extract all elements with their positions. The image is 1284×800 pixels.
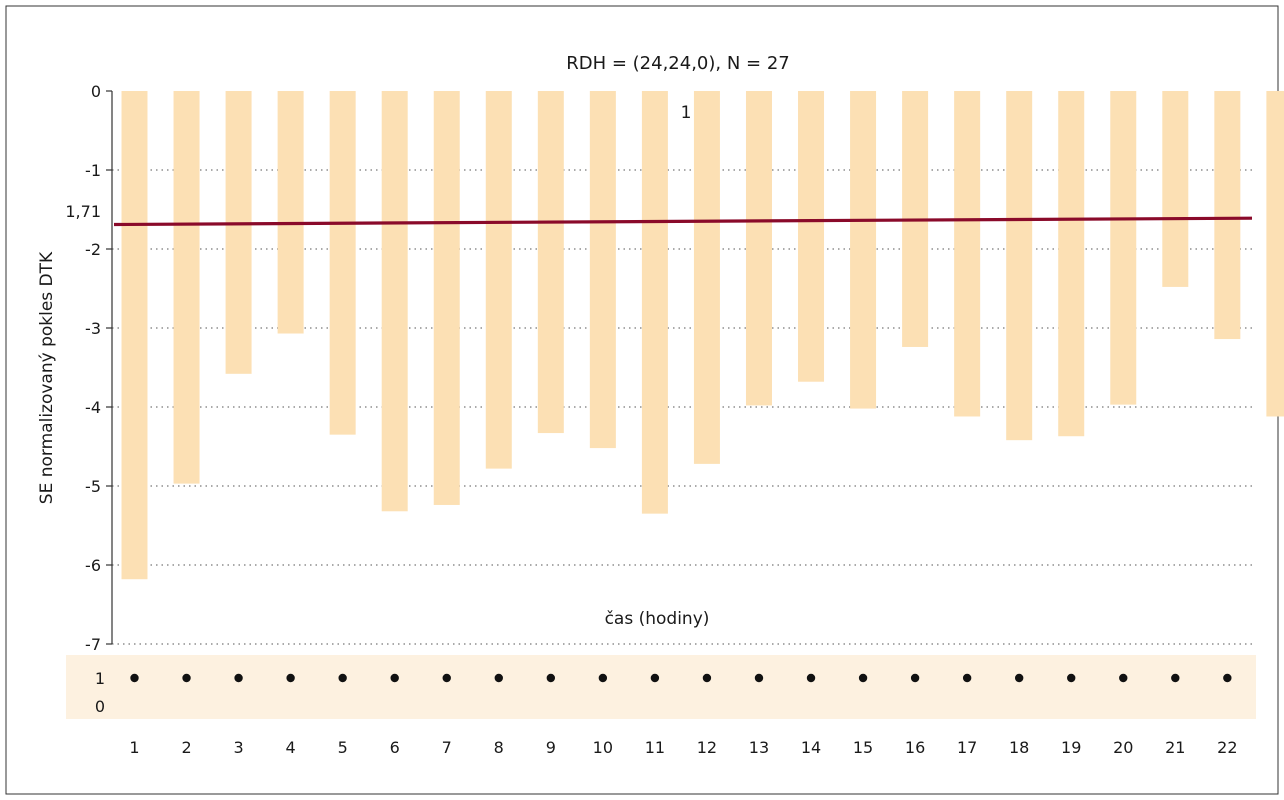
x-tick-labels: 1 2 3 4 5 6 7 8 9 10 11 12 13 14 15 16 17 18 19 20 21 22 (129, 738, 1237, 757)
strip-dot-5 (338, 673, 347, 683)
strip-dot-17 (962, 673, 972, 683)
bar-19 (1058, 91, 1085, 437)
strip-label-0: 0 (95, 697, 105, 716)
x-tick-label: 4 (286, 738, 296, 757)
y-axis-title: SE normalizovaný pokles DTK (37, 251, 57, 504)
bar-7 (433, 91, 460, 505)
x-tick-label: 17 (957, 738, 977, 757)
strip-dot-10 (598, 673, 608, 683)
x-tick-label: 10 (593, 738, 613, 757)
bar-14 (798, 91, 825, 382)
axes-group (106, 90, 113, 645)
strip-background (66, 655, 1256, 719)
strip-dot-4 (286, 673, 295, 683)
x-tick-label: 11 (645, 738, 665, 757)
bar-3 (225, 91, 252, 374)
bar-4 (277, 91, 304, 334)
x-tick-label: 5 (338, 738, 348, 757)
bar-10 (589, 91, 616, 449)
bar-17 (954, 91, 981, 417)
x-tick-label: 7 (442, 738, 452, 757)
strip-dot-9 (546, 673, 556, 683)
bar-23 (1266, 91, 1284, 417)
y-tick-label: -2 (85, 240, 101, 259)
strip-dot-20 (1119, 673, 1128, 683)
strip-dot-7 (442, 673, 451, 683)
bar-18 (1006, 91, 1033, 441)
x-tick-label: 8 (494, 738, 504, 757)
y-tick-label: -7 (85, 635, 101, 654)
strip-dot-15 (858, 673, 868, 683)
top-annotation: 1 (681, 103, 692, 123)
y-tick-label: -6 (85, 556, 101, 575)
strip-dot-16 (910, 673, 920, 683)
x-tick-label: 13 (749, 738, 769, 757)
bar-1 (121, 91, 148, 580)
x-tick-label: 21 (1165, 738, 1185, 757)
strip-dot-12 (702, 673, 712, 683)
chart-title: RDH = (24,24,0), N = 27 (566, 53, 790, 74)
y-tick-label: -5 (85, 477, 101, 496)
strip-label-1: 1 (95, 669, 105, 688)
x-tick-label: 3 (233, 738, 243, 757)
bar-11 (641, 91, 668, 514)
bar-2 (173, 91, 200, 484)
bar-20 (1110, 91, 1137, 405)
x-tick-label: 16 (905, 738, 925, 757)
y-tick-label: 0 (91, 82, 101, 101)
bar-9 (537, 91, 564, 434)
bar-8 (485, 91, 512, 469)
y-tick-label: -4 (85, 398, 101, 417)
y-tick-label: -3 (85, 319, 101, 338)
strip-dot-14 (806, 673, 816, 683)
strip-dot-22 (1223, 673, 1232, 683)
x-tick-label: 20 (1113, 738, 1133, 757)
x-tick-label: 9 (546, 738, 556, 757)
bar-22 (1214, 91, 1241, 340)
x-tick-label: 18 (1009, 738, 1029, 757)
y-tick-labels: 0 -1 -2 -3 -4 -5 -6 -7 (85, 82, 101, 654)
bar-6 (381, 91, 408, 512)
x-axis-title: čas (hodiny) (605, 609, 710, 629)
bar-15 (850, 91, 877, 409)
x-tick-label: 14 (801, 738, 821, 757)
x-tick-label: 15 (853, 738, 873, 757)
strip-dot-2 (182, 673, 191, 683)
x-tick-label: 19 (1061, 738, 1081, 757)
strip-dot-13 (754, 673, 764, 683)
x-tick-label: 6 (390, 738, 400, 757)
strip-dot-8 (494, 673, 503, 683)
y-tick-label: -1 (85, 161, 101, 180)
bar-5 (329, 91, 356, 435)
strip-dot-18 (1014, 673, 1024, 683)
strip-dot-6 (390, 673, 399, 683)
indicator-strip: 10 (66, 655, 1256, 719)
threshold-line (113, 216, 1253, 227)
x-tick-label: 12 (697, 738, 717, 757)
strip-dot-1 (130, 673, 139, 683)
bars-group (121, 91, 1284, 580)
bar-13 (745, 91, 772, 406)
strip-dot-3 (234, 673, 243, 683)
bar-12 (693, 91, 720, 464)
strip-dot-11 (650, 673, 660, 683)
strip-dot-21 (1171, 673, 1180, 683)
threshold-label: 1,71 (65, 202, 101, 221)
threshold-group: 1,71 (65, 202, 1253, 227)
x-tick-label: 1 (129, 738, 139, 757)
x-tick-label: 22 (1217, 738, 1237, 757)
strip-dot-19 (1067, 673, 1076, 683)
x-tick-label: 2 (181, 738, 191, 757)
bar-21 (1162, 91, 1189, 287)
